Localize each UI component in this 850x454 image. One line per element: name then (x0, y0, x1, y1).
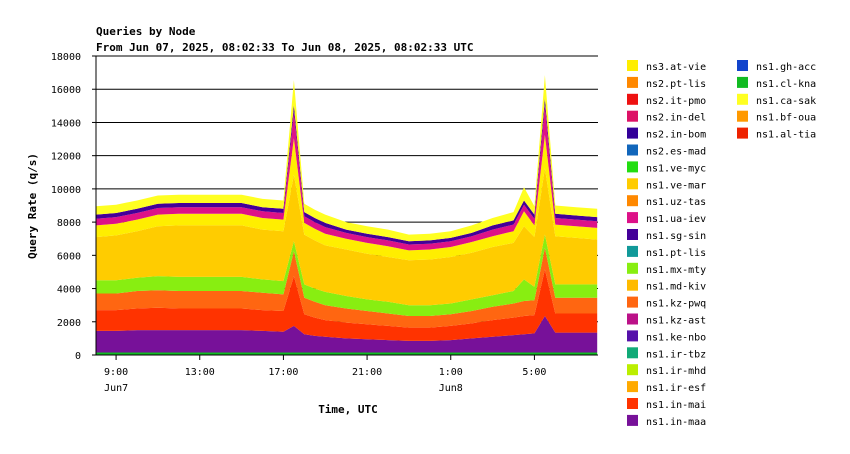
x-tick-label: 5:00 (522, 367, 546, 378)
legend-label: ns2.it-pmo (646, 96, 706, 107)
legend-swatch (627, 161, 638, 173)
legend-label: ns1.ua-iev (646, 214, 706, 225)
x-tick-date-label: Jun8 (439, 383, 463, 394)
y-tick-label: 4000 (57, 285, 81, 296)
legend-swatch (627, 195, 638, 207)
chart-subtitle: From Jun 07, 2025, 08:02:33 To Jun 08, 2… (96, 41, 474, 54)
x-axis-label: Time, UTC (318, 403, 378, 416)
legend-swatch (627, 144, 638, 156)
y-tick-label: 16000 (51, 85, 81, 96)
y-tick-labels: 0 2000 4000 6000 8000 10000 12000 14000 16000 180… (51, 52, 96, 362)
legend-label: ns1.uz-tas (646, 197, 706, 208)
legend-swatch (627, 330, 638, 342)
legend-swatch (627, 245, 638, 257)
legend-swatch (627, 76, 638, 88)
legend-label: ns1.cl-kna (756, 79, 816, 90)
y-tick-label: 2000 (57, 318, 81, 329)
chart-title: Queries by Node (96, 25, 196, 38)
legend-label: ns2.pt-lis (646, 79, 706, 90)
y-tick-label: 10000 (51, 185, 81, 196)
legend-label: ns1.pt-lis (646, 248, 706, 259)
legend-label: ns1.ke-nbo (646, 332, 706, 343)
area-series-ns1-ca-sak (96, 75, 598, 242)
area-series-ns1-in-mai (96, 269, 598, 341)
legend-swatch (627, 110, 638, 122)
axes (95, 56, 598, 356)
legend-swatch (737, 93, 748, 105)
legend-label: ns2.es-mad (646, 147, 706, 158)
legend-label: ns1.bf-oua (756, 113, 816, 124)
y-axis-label: Query Rate (q/s) (26, 153, 39, 259)
legend-swatch (627, 262, 638, 274)
legend-label: ns1.gh-acc (756, 62, 816, 73)
legend-swatch (627, 229, 638, 240)
legend-label: ns2.in-del (646, 113, 706, 124)
y-tick-label: 12000 (51, 152, 81, 163)
legend-label: ns1.sg-sin (646, 231, 706, 242)
legend-swatch (627, 296, 638, 308)
legend-swatch (627, 381, 638, 393)
legend-label: ns2.in-bom (646, 130, 706, 141)
legend-label: ns1.kz-pwq (646, 299, 706, 310)
area-series-ns1-ve-mar (96, 168, 598, 306)
y-tick-label: 0 (75, 351, 81, 362)
legend-swatch (627, 178, 638, 190)
legend-swatch (627, 414, 638, 426)
legend-label: ns1.ir-tbz (646, 349, 706, 360)
x-tick-label: 13:00 (185, 367, 215, 378)
x-tick-date-label: Jun7 (104, 383, 128, 394)
y-tick-label: 6000 (57, 251, 81, 262)
legend-label: ns1.al-tia (756, 130, 816, 141)
legend-swatch (627, 313, 638, 325)
legend-swatch (627, 364, 638, 376)
legend-swatch (627, 347, 638, 359)
legend-swatch (627, 212, 638, 224)
legend-label: ns1.in-mai (646, 400, 706, 411)
area-series-group (96, 75, 598, 355)
legend-swatch (627, 127, 638, 139)
legend-label: ns1.ve-mar (646, 180, 706, 191)
legend-label: ns1.ve-myc (646, 163, 706, 174)
area-series-ns1-kz-pwq (96, 247, 598, 328)
legend-swatch (627, 398, 638, 409)
legend-swatch (627, 93, 638, 105)
legend-swatch (627, 279, 638, 291)
area-series-ns1-in-maa (96, 316, 598, 353)
legend-label: ns1.ir-mhd (646, 366, 706, 377)
legend-label: ns1.kz-ast (646, 316, 706, 327)
x-tick-label: 9:00 (104, 367, 128, 378)
y-tick-label: 8000 (57, 218, 81, 229)
legend-swatch (737, 60, 748, 71)
legend-swatch (737, 110, 748, 122)
legend-swatch (737, 127, 748, 139)
x-tick-label: 21:00 (352, 367, 382, 378)
legend-label: ns1.ca-sak (756, 96, 816, 107)
legend-swatch (737, 76, 748, 88)
x-tick-label: 1:00 (439, 367, 463, 378)
area-series-ns1-mx-mty (96, 234, 598, 316)
y-tick-label: 18000 (51, 52, 81, 63)
legend-label: ns1.ir-esf (646, 383, 706, 394)
x-tick-label: 17:00 (268, 367, 298, 378)
legend-label: ns3.at-vie (646, 62, 706, 73)
legend-label: ns1.md-kiv (646, 282, 706, 293)
area-series-ns1-cl-kna (96, 352, 598, 355)
x-tick-labels: 9:00 Jun7 13:00 17:00 21:00 1:00 Jun8 5:00 (104, 355, 546, 394)
y-tick-label: 14000 (51, 118, 81, 129)
legend-swatch (627, 60, 638, 71)
legend-label: ns1.mx-mty (646, 265, 706, 276)
legend: ns3.at-vie ns2.pt-lis ns2.it-pmo ns2.in-del… (627, 60, 816, 428)
legend-label: ns1.in-maa (646, 417, 706, 428)
